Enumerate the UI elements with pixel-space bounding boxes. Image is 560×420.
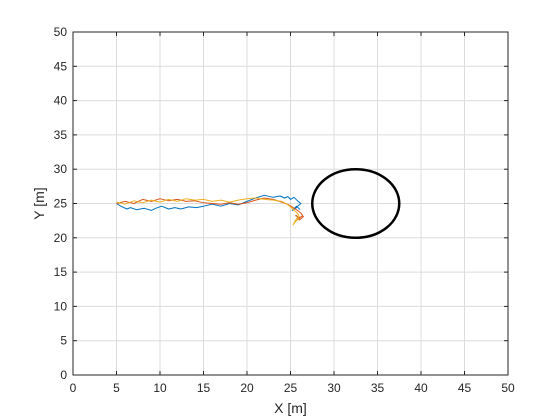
y-axis-ticks: 0 5 10 15 20 25 30 35 40 45 50 (54, 25, 508, 382)
trajectory-line-2 (116, 197, 305, 221)
x-tick-label: 20 (240, 381, 254, 395)
x-tick-label: 30 (327, 381, 341, 395)
y-tick-label: 0 (60, 368, 67, 382)
y-axis-label: Y [m] (31, 187, 47, 219)
y-tick-label: 5 (60, 334, 67, 348)
y-tick-label: 25 (54, 197, 68, 211)
x-tick-label: 15 (197, 381, 211, 395)
x-tick-label: 5 (113, 381, 120, 395)
x-axis-ticks: 0 5 10 15 20 25 30 35 40 45 50 (70, 32, 515, 395)
trajectories (116, 194, 305, 226)
x-axis-label: X [m] (274, 400, 307, 416)
y-tick-label: 15 (54, 265, 68, 279)
x-tick-label: 45 (458, 381, 472, 395)
x-tick-label: 40 (414, 381, 428, 395)
x-tick-label: 35 (371, 381, 385, 395)
y-tick-label: 10 (54, 299, 68, 313)
y-tick-label: 20 (54, 231, 68, 245)
trajectory-line-1 (116, 194, 302, 211)
obstacle (311, 167, 401, 240)
x-tick-label: 10 (153, 381, 167, 395)
obstacle-circle (311, 167, 401, 240)
x-tick-label: 50 (501, 381, 515, 395)
trajectory-line-3 (116, 197, 300, 226)
y-tick-label: 30 (54, 162, 68, 176)
grid (72, 31, 509, 376)
y-tick-label: 50 (54, 25, 68, 39)
x-tick-label: 25 (284, 381, 298, 395)
y-tick-label: 35 (54, 128, 68, 142)
y-tick-label: 40 (54, 94, 68, 108)
y-tick-label: 45 (54, 59, 68, 73)
x-tick-label: 0 (70, 381, 77, 395)
